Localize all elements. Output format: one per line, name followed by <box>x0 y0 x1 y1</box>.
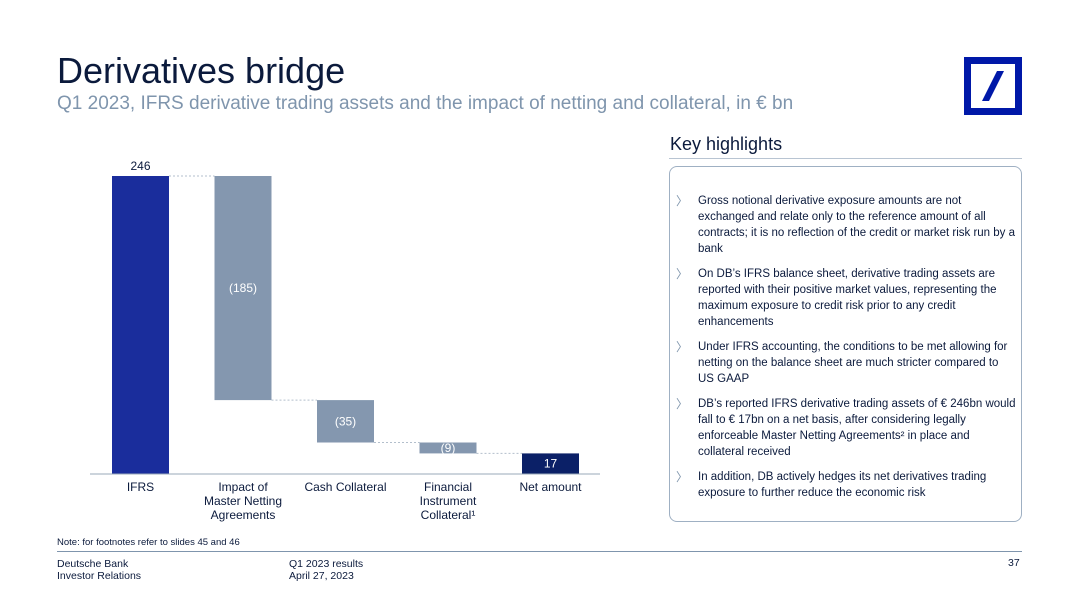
highlight-item: 〉 On DB’s IFRS balance sheet, derivative … <box>676 267 997 328</box>
key-highlights-rule <box>669 158 1022 159</box>
footnote-note: Note: for footnotes refer to slides 45 a… <box>57 537 240 548</box>
waterfall-chart: 246 (185) (35) (9) 17 IFRS Impact of Master Ne… <box>90 159 600 522</box>
key-highlights-list: 〉 Gross notional derivative exposure amou… <box>676 193 1016 510</box>
data-label-3: (35) <box>335 414 356 428</box>
bar-5 <box>522 453 579 474</box>
highlight-item: 〉 Under IFRS accounting, the conditions t… <box>676 340 1008 385</box>
category-label-5: Net amount <box>519 480 582 494</box>
page-subtitle: Q1 2023, IFRS derivative trading assets … <box>57 93 794 114</box>
chevron-right-icon: 〉 <box>676 267 689 281</box>
chart-category-labels: IFRS Impact of Master Netting Agreements Cas… <box>127 480 582 522</box>
footer-report: Q1 2023 results <box>289 558 364 570</box>
highlight-item: 〉 DB’s reported IFRS derivative trading a… <box>676 397 1016 458</box>
data-label-5: 17 <box>544 457 558 471</box>
deutsche-bank-logo-icon <box>964 57 1022 115</box>
category-label-4: Financial Instrument Collateral¹ <box>420 480 477 522</box>
page-title: Derivatives bridge <box>57 50 346 91</box>
key-highlights-title: Key highlights <box>670 134 783 154</box>
footer-date: April 27, 2023 <box>289 570 354 582</box>
chevron-right-icon: 〉 <box>676 470 689 484</box>
data-label-2: (185) <box>229 281 257 295</box>
highlight-item: 〉 In addition, DB actively hedges its net… <box>676 470 987 499</box>
chevron-right-icon: 〉 <box>676 340 689 354</box>
footer-department: Investor Relations <box>57 570 142 582</box>
bar-2 <box>214 176 272 401</box>
highlight-item: 〉 Gross notional derivative exposure amou… <box>676 194 1016 255</box>
footer-company: Deutsche Bank <box>57 558 129 570</box>
chart-bars <box>112 176 579 474</box>
chart-data-labels: 246 (185) (35) (9) 17 <box>130 159 557 471</box>
bar-1 <box>112 176 169 474</box>
category-label-3: Cash Collateral <box>304 480 386 494</box>
key-highlights-box <box>669 166 1022 522</box>
chevron-right-icon: 〉 <box>676 194 689 208</box>
category-label-2: Impact of Master Netting Agreements <box>204 480 282 522</box>
chevron-right-icon: 〉 <box>676 397 689 411</box>
chart-connectors <box>169 175 522 454</box>
category-label-1: IFRS <box>127 480 154 494</box>
bar-4 <box>419 442 477 454</box>
bar-3 <box>317 400 374 443</box>
page-number: 37 <box>1008 557 1020 569</box>
data-label-4: (9) <box>441 441 456 455</box>
footer-rule <box>57 551 1022 552</box>
data-label-1: 246 <box>130 159 150 173</box>
